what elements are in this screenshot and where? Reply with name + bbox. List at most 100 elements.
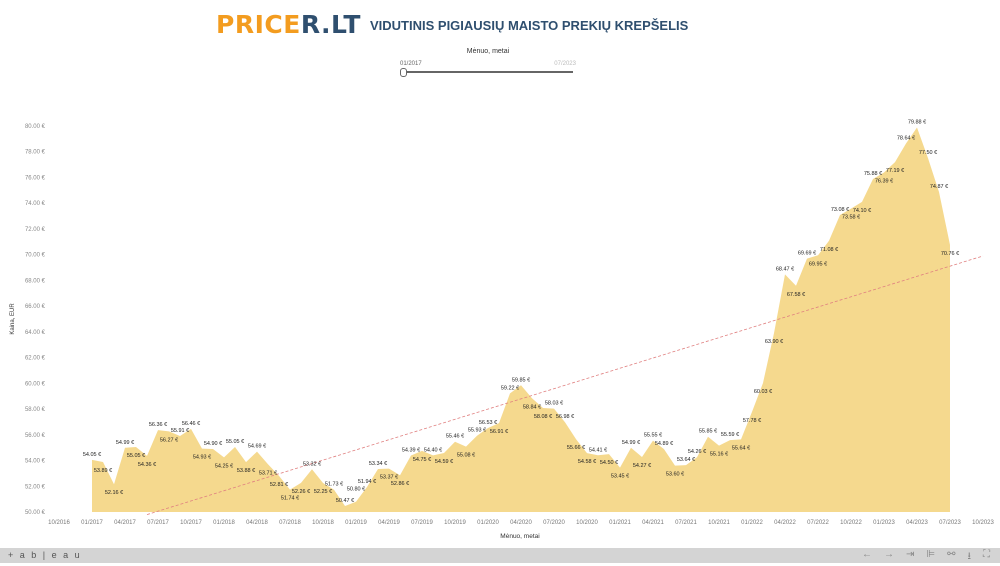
price-area-chart: 50.00 €52.00 €54.00 €56.00 €58.00 €60.00… — [0, 100, 1000, 545]
data-label: 76.39 € — [875, 178, 893, 184]
data-label: 54.75 € — [413, 457, 431, 463]
data-label: 53.60 € — [666, 472, 684, 478]
x-tick-label: 07/2020 — [543, 520, 565, 526]
x-tick-label: 01/2022 — [741, 520, 763, 526]
data-label: 55.05 € — [226, 439, 244, 445]
data-label: 53.89 € — [94, 468, 112, 474]
data-label: 55.66 € — [567, 445, 585, 451]
data-label: 56.98 € — [556, 414, 574, 420]
header: PRICER.LT VIDUTINIS PIGIAUSIŲ MAISTO PRE… — [0, 8, 1000, 42]
data-label: 53.71 € — [259, 470, 277, 476]
data-label: 53.37 € — [380, 475, 398, 481]
redo-icon[interactable]: → — [884, 549, 894, 566]
y-tick-label: 78.00 € — [25, 150, 46, 156]
data-label: 53.88 € — [237, 468, 255, 474]
data-label: 59.22 € — [501, 385, 519, 391]
y-tick-label: 64.00 € — [25, 330, 46, 336]
data-label: 74.10 € — [853, 208, 871, 214]
x-tick-label: 10/2023 — [972, 520, 994, 526]
y-tick-label: 70.00 € — [25, 253, 46, 259]
data-label: 54.50 € — [600, 460, 618, 466]
y-tick-label: 52.00 € — [25, 484, 46, 490]
data-label: 54.59 € — [435, 459, 453, 465]
x-tick-label: 01/2021 — [609, 520, 631, 526]
data-label: 55.64 € — [732, 445, 750, 451]
x-tick-label: 04/2023 — [906, 520, 928, 526]
x-tick-label: 01/2019 — [345, 520, 367, 526]
data-label: 77.19 € — [886, 168, 904, 174]
range-start: 01/2017 — [400, 61, 422, 67]
x-tick-label: 04/2019 — [378, 520, 400, 526]
x-tick-label: 07/2019 — [411, 520, 433, 526]
pause-icon[interactable]: ⊫ — [926, 549, 935, 566]
data-label: 54.99 € — [116, 440, 134, 446]
x-axis-label: Mėnuo, metai — [500, 533, 539, 540]
revert-icon[interactable]: ⇥ — [906, 549, 914, 566]
x-tick-label: 01/2020 — [477, 520, 499, 526]
data-label: 73.58 € — [842, 215, 860, 221]
data-label: 52.25 € — [314, 489, 332, 495]
slider-handle[interactable] — [400, 68, 407, 77]
area-series — [92, 128, 950, 512]
data-label: 74.87 € — [930, 184, 948, 190]
data-label: 55.85 € — [699, 429, 717, 435]
data-label: 77.50 € — [919, 150, 937, 156]
share-icon[interactable]: ⚯ — [947, 549, 955, 566]
data-label: 78.64 € — [897, 135, 915, 141]
data-label: 54.39 € — [402, 448, 420, 454]
data-label: 52.16 € — [105, 490, 123, 496]
y-tick-label: 56.00 € — [25, 433, 46, 439]
data-label: 56.91 € — [490, 429, 508, 435]
data-label: 54.93 € — [193, 455, 211, 461]
data-label: 54.40 € — [424, 447, 442, 453]
data-label: 56.53 € — [479, 420, 497, 426]
y-tick-label: 72.00 € — [25, 227, 46, 233]
x-tick-label: 04/2021 — [642, 520, 664, 526]
data-label: 60.03 € — [754, 389, 772, 395]
download-icon[interactable]: ⭳ — [968, 549, 972, 566]
data-label: 73.08 € — [831, 207, 849, 213]
x-tick-label: 07/2018 — [279, 520, 301, 526]
data-label: 75.88 € — [864, 171, 882, 177]
data-label: 54.99 € — [622, 440, 640, 446]
range-slider[interactable] — [400, 70, 576, 74]
x-tick-label: 07/2021 — [675, 520, 697, 526]
fullscreen-icon[interactable]: ⛶ — [983, 549, 990, 566]
y-axis-label: Kaina, EUR — [10, 303, 16, 335]
filter-title: Mėnuo, metai — [400, 48, 576, 55]
x-tick-label: 10/2018 — [312, 520, 334, 526]
y-tick-label: 58.00 € — [25, 407, 46, 413]
dashboard-title: VIDUTINIS PIGIAUSIŲ MAISTO PREKIŲ KREPŠE… — [370, 18, 688, 33]
tableau-toolbar: + a b | e a u ← → ⇥ ⊫ ⚯ ⭳ ⛶ — [0, 548, 1000, 563]
data-label: 68.47 € — [776, 266, 794, 272]
x-tick-label: 10/2020 — [576, 520, 598, 526]
data-label: 54.36 € — [138, 462, 156, 468]
x-tick-label: 04/2018 — [246, 520, 268, 526]
x-tick-label: 07/2017 — [147, 520, 169, 526]
undo-icon[interactable]: ← — [862, 549, 872, 566]
x-tick-label: 07/2022 — [807, 520, 829, 526]
data-label: 52.81 € — [270, 482, 288, 488]
data-label: 52.86 € — [391, 481, 409, 487]
data-label: 51.94 € — [358, 479, 376, 485]
data-label: 58.84 € — [523, 404, 541, 410]
data-label: 51.74 € — [281, 496, 299, 502]
x-tick-label: 01/2017 — [81, 520, 103, 526]
data-label: 50.47 € — [336, 498, 354, 504]
data-label: 55.16 € — [710, 452, 728, 458]
data-label: 55.93 € — [468, 428, 486, 434]
data-label: 58.03 € — [545, 401, 563, 407]
data-label: 53.34 € — [369, 461, 387, 467]
data-label: 54.89 € — [655, 441, 673, 447]
x-tick-label: 10/2016 — [48, 520, 70, 526]
data-label: 55.59 € — [721, 432, 739, 438]
y-tick-label: 80.00 € — [25, 124, 46, 130]
data-label: 54.05 € — [83, 452, 101, 458]
data-label: 55.05 € — [127, 453, 145, 459]
data-label: 54.25 € — [215, 463, 233, 469]
x-tick-label: 04/2017 — [114, 520, 136, 526]
data-label: 51.73 € — [325, 482, 343, 488]
data-label: 54.27 € — [633, 463, 651, 469]
tableau-logo[interactable]: + a b | e a u — [8, 550, 82, 560]
